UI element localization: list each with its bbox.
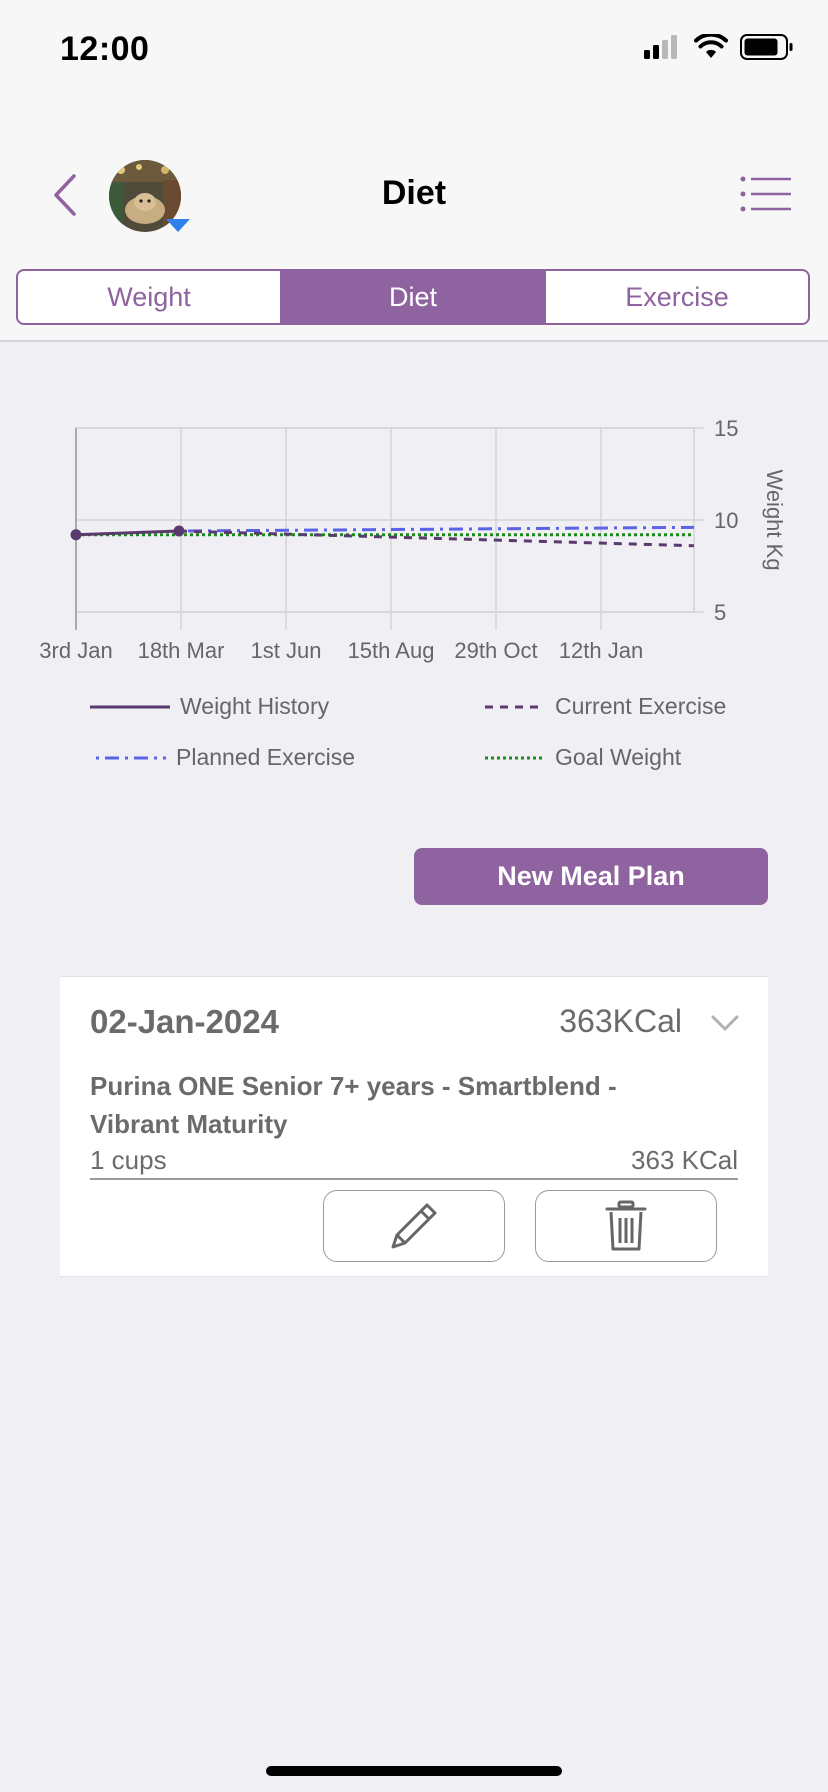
legend-label: Current Exercise [555,693,727,719]
meal-plan-card: 02-Jan-2024 363KCal Purina ONE Senior 7+… [60,976,768,1277]
nav-header: Diet Weight Diet Exercise [0,100,828,342]
legend-swatch-solid [90,705,170,708]
legend-label: Goal Weight [555,744,682,770]
new-meal-plan-button[interactable]: New Meal Plan [414,848,768,905]
weight-history-point [173,525,185,537]
tab-exercise[interactable]: Exercise [625,281,729,312]
food-quantity: 1 cups [90,1145,167,1175]
legend-item-planned-exercise: Planned Exercise [96,744,355,771]
status-icons [644,34,794,60]
pencil-icon [391,1203,437,1249]
legend-swatch-dashdot [96,756,166,759]
y-tick-label: 10 [714,508,738,533]
trash-icon [605,1200,647,1251]
weight-chart: 3rd Jan 18th Mar 1st Jun 15th Aug 29th Oct 12… [39,416,787,663]
page-title: Diet [381,174,447,212]
series-line-weight-history [75,529,180,537]
legend-swatch-dotted [485,756,545,759]
segmented-tabs: Weight Diet Exercise [16,269,810,325]
tab-diet[interactable]: Diet [282,271,546,323]
y-axis-label: Weight Kg [762,469,787,570]
x-tick-label: 12th Jan [559,638,643,663]
legend-item-current-exercise: Current Exercise [485,693,726,720]
legend-item-weight-history: Weight History [90,693,329,720]
status-bar: 12:00 [0,0,828,100]
delete-button[interactable] [535,1190,717,1262]
edit-button[interactable] [323,1190,505,1262]
x-tick-label: 18th Mar [138,638,225,663]
dropdown-triangle-icon[interactable] [166,217,190,233]
weight-history-point [70,529,82,541]
legend-swatch-dashed [485,705,545,708]
meal-total-kcal: 363KCal [559,1003,682,1039]
status-time: 12:00 [60,30,150,68]
legend-label: Weight History [180,693,330,719]
x-tick-label: 29th Oct [454,638,537,663]
meal-date: 02-Jan-2024 [90,1003,279,1040]
list-menu-icon[interactable] [740,176,792,212]
home-indicator [266,1766,562,1776]
legend-item-goal-weight: Goal Weight [485,744,681,771]
divider [90,1178,738,1180]
y-tick-label: 5 [714,600,726,625]
y-tick-label: 15 [714,416,738,441]
x-tick-label: 15th Aug [348,638,435,663]
x-tick-label: 3rd Jan [39,638,112,663]
legend-label: Planned Exercise [176,744,355,770]
tab-weight[interactable]: Weight [18,271,282,323]
wifi-icon [694,34,728,58]
back-chevron-icon[interactable] [50,170,80,220]
signal-icon [644,35,677,59]
food-name: Purina ONE Senior 7+ years - Smartblend … [90,1071,617,1139]
chevron-down-icon[interactable] [710,1013,740,1033]
battery-icon [740,34,793,60]
food-kcal: 363 KCal [631,1145,738,1175]
series-line-planned-exercise [178,525,695,533]
x-tick-label: 1st Jun [251,638,322,663]
chart-legend: Weight History Current Exercise Planned … [0,686,828,786]
series-line-current-exercise [178,529,695,548]
